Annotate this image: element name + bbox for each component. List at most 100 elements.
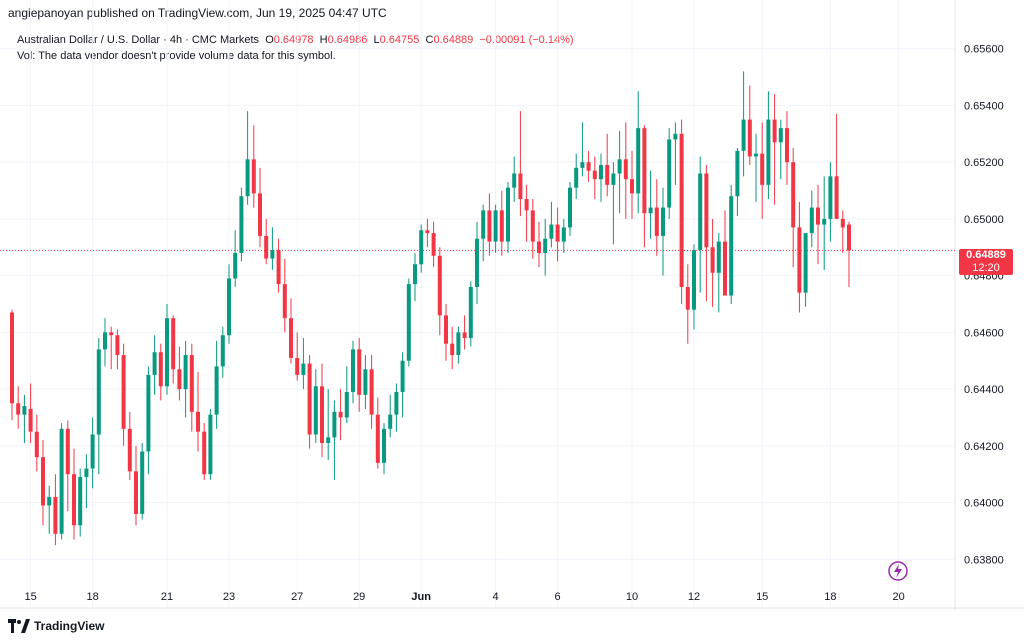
candle-body [177, 369, 182, 390]
candle-body [834, 176, 839, 219]
candle-body [72, 474, 76, 526]
candle-body [685, 286, 690, 310]
candle-body [450, 343, 455, 356]
candle-body [499, 210, 504, 242]
current-price-label: 0.64889 [966, 249, 1006, 261]
candle-body [103, 332, 107, 350]
candle-body [475, 238, 479, 287]
candle-body [716, 241, 721, 273]
candle-body [809, 207, 814, 234]
candle-body [537, 241, 541, 253]
candle-body [419, 230, 424, 265]
tradingview-logo-icon [8, 619, 30, 633]
candle-body [530, 210, 535, 242]
lightning-bolt-icon [894, 564, 902, 578]
y-tick-label: 0.65600 [964, 44, 1004, 56]
candle-body [270, 250, 275, 259]
candle-body [189, 355, 194, 412]
candle-body [313, 386, 318, 435]
candle-body [59, 428, 64, 534]
candle-body [431, 233, 436, 256]
chart-legend: Australian Dollar / U.S. Dollar · 4h · C… [17, 32, 574, 64]
candle-body [592, 170, 597, 180]
candle-body [165, 318, 169, 387]
candle-body [555, 224, 560, 242]
lightning-event-icon[interactable] [888, 561, 908, 581]
candle-body [642, 128, 647, 214]
candle-body [375, 414, 380, 463]
candle-body [605, 165, 610, 185]
candle-body [735, 150, 740, 197]
candle-body [28, 408, 33, 432]
candle-body [456, 332, 461, 356]
change-value: −0.00091 (−0.14%) [479, 34, 574, 46]
candle-body [134, 471, 138, 514]
x-tick-label: 29 [353, 591, 365, 603]
candle-body [586, 162, 591, 171]
y-tick-label: 0.64200 [964, 441, 1004, 453]
y-tick-label: 0.65400 [964, 100, 1004, 112]
candle-body [481, 210, 486, 239]
candle-body [487, 210, 492, 242]
candle-body [34, 431, 39, 458]
candle-body [723, 241, 727, 296]
candle-body [239, 196, 244, 253]
candle-body [747, 119, 752, 157]
candle-body [202, 431, 207, 475]
candle-body [47, 496, 52, 506]
x-tick-label: 27 [291, 591, 303, 603]
bar-countdown: 12:20 [972, 262, 1000, 274]
candle-body [611, 173, 616, 185]
candle-body [778, 128, 783, 143]
candle-body [791, 162, 796, 228]
low-label: L [373, 34, 380, 46]
candle-body [115, 335, 120, 356]
candle-body [127, 428, 132, 472]
candle-body [518, 173, 523, 200]
candle-body [400, 360, 405, 392]
candle-body [816, 207, 820, 225]
candle-body [754, 153, 758, 157]
candle-body [698, 173, 703, 251]
candle-body [524, 199, 529, 211]
candle-body [78, 477, 83, 526]
candle-body [369, 369, 374, 415]
candle-body [140, 451, 145, 514]
tradingview-footer[interactable]: TradingView [8, 619, 104, 633]
symbol-label[interactable]: Australian Dollar / U.S. Dollar · 4h · C… [17, 34, 260, 46]
x-tick-label: Jun [411, 591, 431, 603]
y-tick-label: 0.64000 [964, 498, 1004, 510]
x-tick-label: 21 [161, 591, 173, 603]
candle-body [233, 252, 238, 279]
candle-body [152, 352, 157, 375]
candle-body [561, 227, 566, 242]
candle-body [667, 139, 672, 208]
candle-body [53, 496, 58, 534]
candle-body [227, 278, 231, 336]
volume-note: Vol: The data vendor doesn't provide vol… [17, 50, 336, 62]
y-tick-label: 0.64400 [964, 384, 1004, 396]
candle-body [320, 386, 324, 443]
candle-body [258, 193, 262, 236]
candle-body [785, 128, 789, 163]
candle-body [351, 349, 355, 392]
candle-body [171, 318, 176, 370]
candle-body [425, 230, 430, 234]
candle-body [90, 434, 95, 469]
current-price-tag: 0.64889 12:20 [959, 249, 1013, 275]
candle-body [692, 250, 696, 310]
low-value: 0.64755 [379, 34, 420, 46]
candle-body [16, 403, 21, 415]
candle-body [828, 176, 833, 219]
y-tick-label: 0.65200 [964, 157, 1004, 169]
candle-body [382, 428, 386, 463]
candle-body [251, 159, 256, 194]
candle-body [282, 284, 287, 319]
x-tick-label: 15 [756, 591, 768, 603]
candle-body [468, 286, 473, 339]
open-value: 0.64978 [273, 34, 314, 46]
candle-body [121, 355, 126, 429]
x-tick-label: 15 [24, 591, 36, 603]
candle-body [413, 264, 417, 285]
